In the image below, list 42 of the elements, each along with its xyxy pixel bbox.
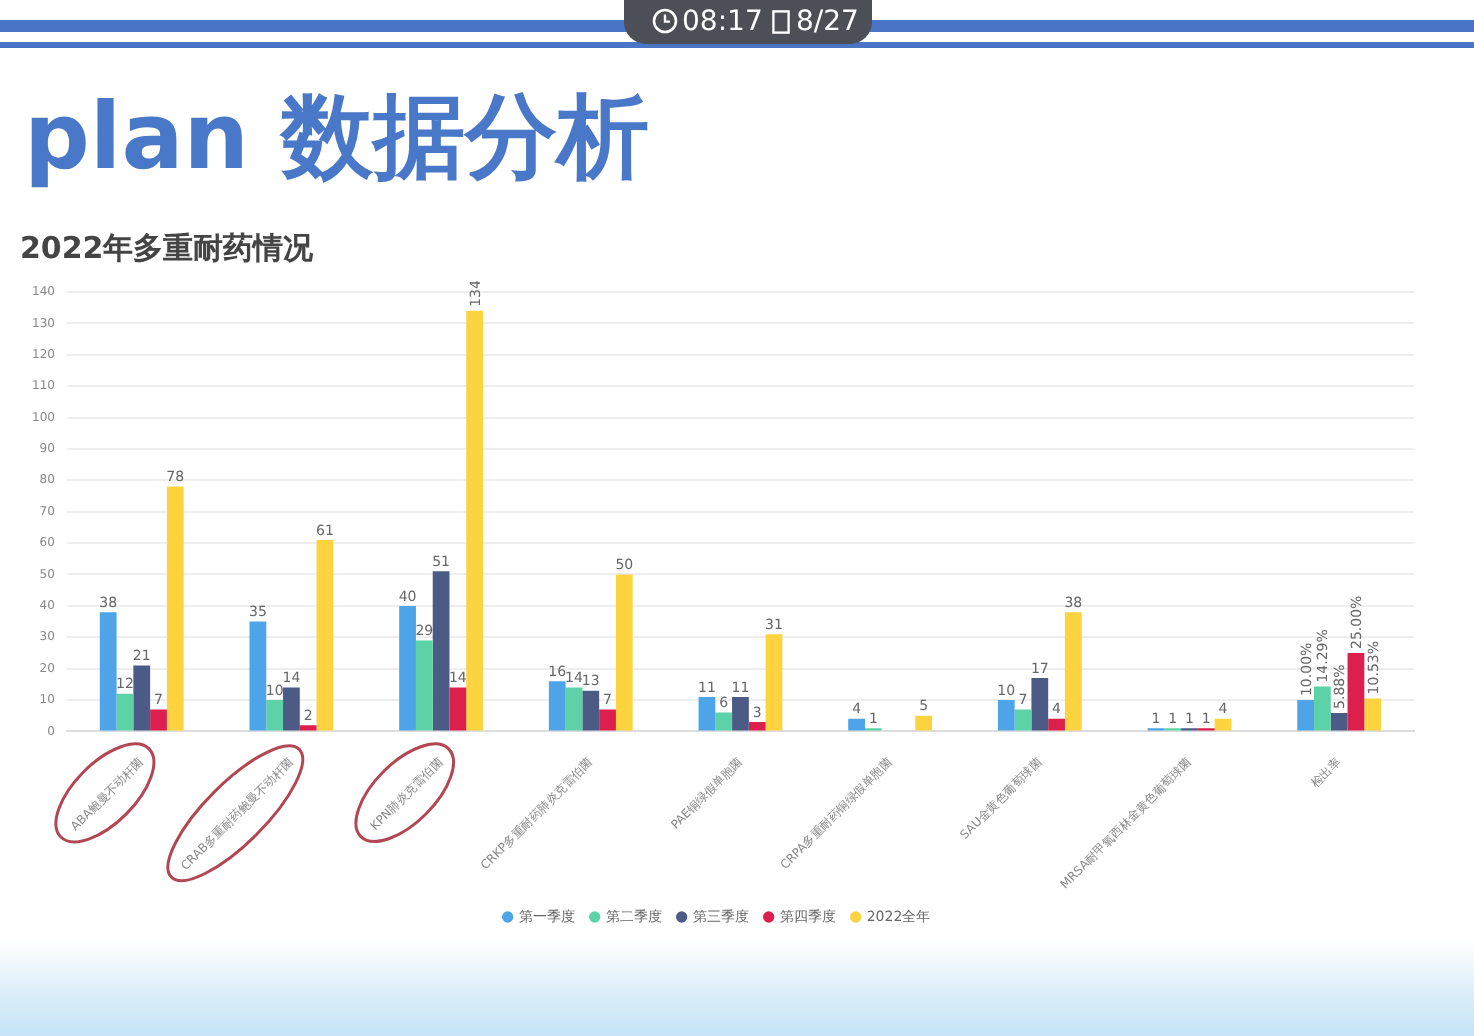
bar (1048, 718, 1065, 731)
bar (466, 310, 484, 731)
bar (1347, 652, 1365, 731)
bar (166, 486, 184, 731)
bar (299, 725, 317, 731)
bar (316, 539, 334, 731)
chart-title: plan 数据分析 (24, 80, 649, 192)
bar (1314, 686, 1331, 731)
bar (1064, 612, 1082, 731)
bar (432, 571, 450, 731)
bar (1214, 718, 1232, 731)
bar (1031, 678, 1049, 731)
bar (599, 709, 616, 731)
bar (1014, 709, 1032, 731)
bar (732, 696, 749, 731)
bar (1364, 698, 1382, 731)
bar (748, 722, 766, 731)
bar (415, 640, 433, 731)
bar (1330, 712, 1348, 731)
bar (615, 574, 633, 731)
bar (449, 687, 467, 731)
bar (133, 665, 151, 731)
chart-subtitle: 2022年多重耐药情况 (20, 229, 316, 266)
bar (99, 612, 117, 731)
bar (399, 605, 416, 731)
bar (698, 696, 716, 731)
bar (915, 715, 933, 731)
bar (565, 687, 583, 731)
bar (266, 700, 284, 731)
bar (249, 621, 267, 731)
text: 08:17 (682, 4, 763, 42)
bar (848, 718, 865, 731)
bar (116, 693, 134, 731)
bar (150, 709, 167, 731)
bar (765, 634, 783, 731)
bar (1297, 700, 1315, 731)
text: 8/27 (796, 4, 859, 42)
bar (582, 690, 600, 731)
bar (715, 712, 733, 731)
bar (283, 687, 300, 731)
bar (548, 681, 566, 731)
bar (997, 700, 1015, 731)
